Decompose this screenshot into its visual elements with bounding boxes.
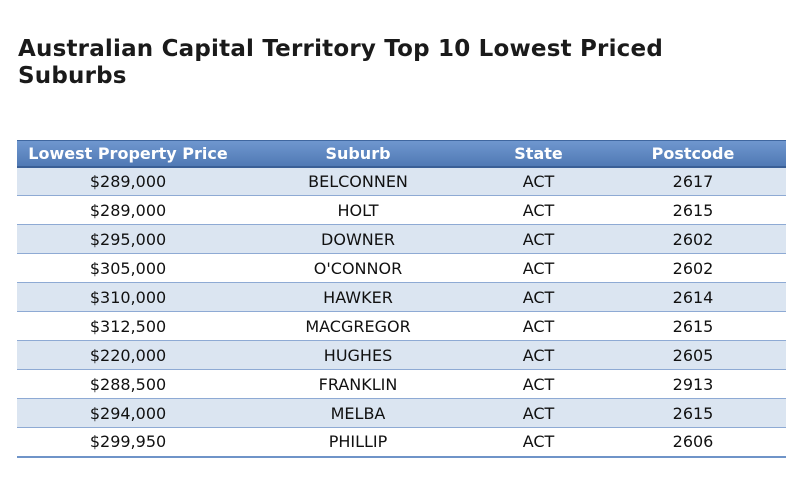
header-state: State — [477, 140, 600, 168]
table-row: $312,500 MACGREGOR ACT 2615 — [17, 311, 786, 341]
table-row: $299,950 PHILLIP ACT 2606 — [17, 427, 786, 458]
postcode-cell: 2615 — [600, 195, 786, 225]
suburb-cell: MELBA — [239, 398, 477, 428]
suburb-cell: HAWKER — [239, 282, 477, 312]
postcode-cell: 2606 — [600, 427, 786, 458]
postcode-cell: 2615 — [600, 311, 786, 341]
suburb-cell: DOWNER — [239, 224, 477, 254]
state-cell: ACT — [477, 282, 600, 312]
postcode-cell: 2617 — [600, 166, 786, 196]
postcode-cell: 2605 — [600, 340, 786, 370]
state-cell: ACT — [477, 253, 600, 283]
state-cell: ACT — [477, 311, 600, 341]
price-cell: $295,000 — [17, 224, 239, 254]
suburbs-table: Lowest Property Price Suburb State Postc… — [17, 140, 786, 458]
price-cell: $310,000 — [17, 282, 239, 312]
state-cell: ACT — [477, 398, 600, 428]
state-cell: ACT — [477, 369, 600, 399]
table-row: $288,500 FRANKLIN ACT 2913 — [17, 369, 786, 399]
table-row: $305,000 O'CONNOR ACT 2602 — [17, 253, 786, 283]
suburb-cell: BELCONNEN — [239, 166, 477, 196]
table-row: $289,000 HOLT ACT 2615 — [17, 195, 786, 225]
price-cell: $294,000 — [17, 398, 239, 428]
postcode-cell: 2602 — [600, 253, 786, 283]
suburb-cell: O'CONNOR — [239, 253, 477, 283]
price-cell: $289,000 — [17, 195, 239, 225]
state-cell: ACT — [477, 340, 600, 370]
price-cell: $299,950 — [17, 427, 239, 458]
table-row: $220,000 HUGHES ACT 2605 — [17, 340, 786, 370]
table-row: $310,000 HAWKER ACT 2614 — [17, 282, 786, 312]
price-cell: $288,500 — [17, 369, 239, 399]
price-cell: $220,000 — [17, 340, 239, 370]
price-cell: $312,500 — [17, 311, 239, 341]
postcode-cell: 2614 — [600, 282, 786, 312]
state-cell: ACT — [477, 195, 600, 225]
price-cell: $289,000 — [17, 166, 239, 196]
table-row: $289,000 BELCONNEN ACT 2617 — [17, 166, 786, 196]
table-row: $294,000 MELBA ACT 2615 — [17, 398, 786, 428]
postcode-cell: 2615 — [600, 398, 786, 428]
page-title: Australian Capital Territory Top 10 Lowe… — [18, 36, 663, 89]
header-lowest-property-price: Lowest Property Price — [17, 140, 239, 168]
state-cell: ACT — [477, 166, 600, 196]
table-header-row: Lowest Property Price Suburb State Postc… — [17, 140, 786, 168]
suburb-cell: HUGHES — [239, 340, 477, 370]
postcode-cell: 2913 — [600, 369, 786, 399]
price-cell: $305,000 — [17, 253, 239, 283]
suburb-cell: FRANKLIN — [239, 369, 477, 399]
suburb-cell: MACGREGOR — [239, 311, 477, 341]
suburb-cell: PHILLIP — [239, 427, 477, 458]
suburb-cell: HOLT — [239, 195, 477, 225]
state-cell: ACT — [477, 224, 600, 254]
table-row: $295,000 DOWNER ACT 2602 — [17, 224, 786, 254]
postcode-cell: 2602 — [600, 224, 786, 254]
header-suburb: Suburb — [239, 140, 477, 168]
state-cell: ACT — [477, 427, 600, 458]
header-postcode: Postcode — [600, 140, 786, 168]
